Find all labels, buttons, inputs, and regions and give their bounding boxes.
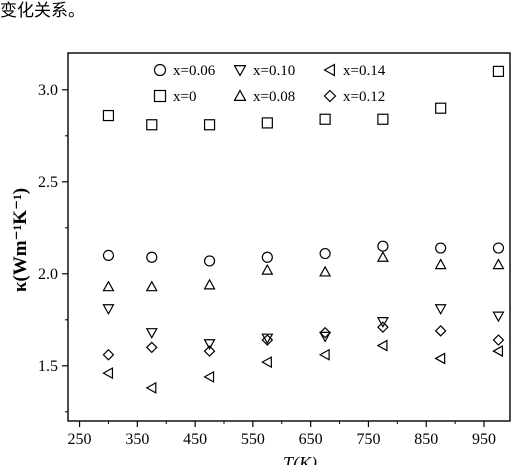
legend-label: x=0.08 — [253, 89, 295, 105]
data-point-triangle-down — [203, 339, 216, 350]
data-point-diamond — [434, 324, 447, 337]
data-point-triangle-down — [434, 304, 447, 315]
data-point-triangle-left — [102, 367, 114, 380]
x-tick-label: 750 — [356, 431, 380, 448]
legend-label: x=0.06 — [173, 63, 216, 79]
data-point-triangle-left — [261, 356, 272, 369]
data-markers — [102, 65, 505, 394]
data-point-triangle-left — [203, 370, 215, 383]
data-point-triangle-left — [145, 381, 157, 394]
data-point-square — [435, 102, 447, 114]
y-tick-label: 2.5 — [38, 174, 58, 191]
data-point-diamond — [377, 321, 389, 334]
data-point-square — [261, 117, 273, 129]
data-point-square — [102, 109, 115, 122]
legend-marker-triangle-up — [233, 89, 247, 102]
data-point-triangle-down — [102, 304, 115, 315]
legend-label: x=0.10 — [253, 63, 295, 79]
x-tick-label: 650 — [299, 431, 323, 448]
data-point-triangle-left — [492, 345, 504, 358]
data-point-triangle-up — [492, 258, 505, 270]
data-point-square — [377, 113, 389, 125]
data-point-circle — [102, 249, 115, 261]
caption-fragment: 变化关系。 — [0, 1, 85, 21]
x-tick-label: 950 — [472, 431, 496, 448]
data-point-circle — [203, 255, 216, 267]
y-axis-label: κ(Wm⁻¹K⁻¹) — [10, 188, 31, 292]
data-point-triangle-down — [376, 317, 389, 328]
legend-marker-diamond — [323, 89, 337, 103]
data-point-square — [146, 119, 158, 131]
x-axis-label: T(K) — [283, 453, 317, 465]
data-point-square — [203, 119, 216, 131]
y-tick-label: 3.0 — [38, 82, 58, 99]
data-point-diamond — [492, 334, 505, 346]
data-point-triangle-left — [434, 352, 446, 365]
data-point-triangle-up — [102, 280, 115, 292]
data-point-triangle-down — [319, 331, 332, 343]
data-point-diamond — [102, 348, 115, 361]
data-point-circle — [319, 247, 331, 260]
legend-marker-triangle-left — [323, 63, 335, 77]
legend-label: x=0.12 — [343, 89, 385, 105]
data-point-diamond — [261, 334, 274, 346]
data-point-square — [319, 113, 331, 125]
data-point-triangle-up — [376, 251, 389, 262]
data-point-triangle-up — [319, 265, 332, 277]
data-point-square — [492, 65, 505, 78]
data-point-triangle-up — [434, 258, 447, 270]
x-tick-label: 450 — [183, 431, 207, 448]
data-point-triangle-left — [318, 348, 330, 361]
x-tick-label: 850 — [414, 431, 438, 448]
data-point-diamond — [319, 326, 331, 339]
x-tick-label: 350 — [125, 431, 149, 448]
data-point-triangle-left — [376, 339, 388, 352]
legend: x=0.06 x=0.10 x=0.14 x=0 x=0.08 x=0.12 — [153, 63, 386, 105]
axis-ticks — [62, 89, 485, 427]
data-point-triangle-up — [261, 263, 274, 275]
data-point-circle — [146, 251, 158, 263]
legend-label: x=0 — [173, 89, 196, 105]
x-tick-label: 250 — [68, 431, 92, 448]
data-point-circle — [492, 242, 505, 254]
data-point-diamond — [145, 341, 158, 354]
data-point-diamond — [203, 345, 216, 357]
legend-marker-circle — [153, 63, 167, 77]
legend-marker-square — [153, 89, 167, 103]
axis-tick-labels: 250 350 450 550 650 750 850 950 1.5 2.0 2.5 3.0 — [38, 82, 496, 448]
y-tick-label: 2.0 — [38, 266, 58, 283]
legend-label: x=0.14 — [343, 63, 386, 79]
y-tick-label: 1.5 — [38, 358, 58, 375]
data-point-triangle-down — [492, 311, 505, 323]
data-point-triangle-up — [145, 280, 158, 292]
data-point-circle — [435, 242, 447, 254]
data-point-triangle-up — [203, 278, 216, 290]
x-tick-label: 550 — [241, 431, 265, 448]
plot-frame — [67, 52, 511, 422]
data-point-circle — [261, 251, 273, 263]
data-point-circle — [377, 240, 389, 252]
data-point-triangle-down — [145, 328, 158, 339]
legend-marker-triangle-down — [233, 64, 247, 77]
